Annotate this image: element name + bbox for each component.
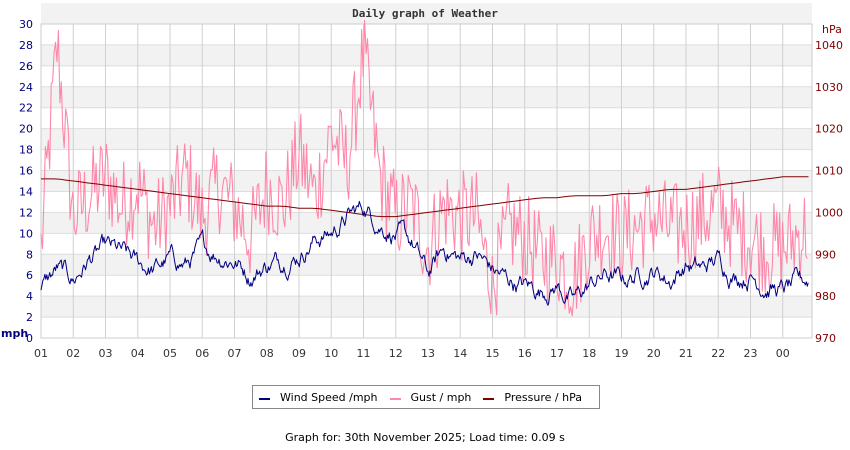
y-left-tick-label: 26 <box>19 60 33 73</box>
pressure-swatch-icon <box>483 398 495 400</box>
x-tick-label: 04 <box>131 347 145 360</box>
legend-item-wind-speed: Wind Speed /mph <box>259 391 378 404</box>
x-tick-label: 14 <box>453 347 467 360</box>
y-left-tick-label: 28 <box>19 39 33 52</box>
y-right-tick-label: 980 <box>815 290 836 303</box>
x-tick-label: 06 <box>195 347 209 360</box>
pressure-line <box>41 176 809 218</box>
y-left-tick-label: 8 <box>26 248 33 261</box>
y-left-tick-label: 22 <box>19 102 33 115</box>
y-right-tick-label: 970 <box>815 332 836 345</box>
wind-speed-swatch-icon <box>259 398 270 400</box>
x-tick-label: 10 <box>324 347 338 360</box>
y-right-tick-label: 1010 <box>815 165 843 178</box>
x-tick-label: 17 <box>550 347 564 360</box>
x-tick-label: 09 <box>292 347 306 360</box>
x-tick-label: 21 <box>679 347 693 360</box>
legend-label: Gust / mph <box>410 390 472 404</box>
x-tick-label: 16 <box>518 347 532 360</box>
legend: Wind Speed /mph Gust / mph Pressure / hP… <box>252 385 600 409</box>
x-tick-label: 23 <box>744 347 758 360</box>
y-left-tick-label: 30 <box>19 18 33 31</box>
y-left-tick-label: 0 <box>26 332 33 345</box>
x-tick-label: 18 <box>582 347 596 360</box>
x-tick-label: 19 <box>615 347 629 360</box>
y-axis-right-ticks: 970 980 990 1000 1010 1020 1030 1040 <box>815 39 843 345</box>
y-axis-right-unit: hPa <box>822 23 842 36</box>
x-tick-label: 15 <box>486 347 500 360</box>
gust-line <box>40 19 808 317</box>
x-tick-label: 05 <box>163 347 177 360</box>
footer-status: Graph for: 30th November 2025; Load time… <box>285 431 565 444</box>
x-tick-label: 01 <box>34 347 48 360</box>
x-tick-label: 13 <box>421 347 435 360</box>
x-tick-label: 08 <box>260 347 274 360</box>
y-right-tick-label: 1030 <box>815 81 843 94</box>
x-tick-label: 11 <box>357 347 371 360</box>
y-left-tick-label: 14 <box>19 185 33 198</box>
legend-label: Pressure / hPa <box>504 390 582 404</box>
y-left-tick-label: 10 <box>19 227 33 240</box>
y-left-tick-label: 20 <box>19 123 33 136</box>
x-tick-label: 12 <box>389 347 403 360</box>
legend-label: Wind Speed /mph <box>280 390 378 404</box>
y-left-tick-label: 24 <box>19 81 33 94</box>
y-left-tick-label: 16 <box>19 165 33 178</box>
plot-background-bands <box>41 3 812 338</box>
y-right-tick-label: 990 <box>815 248 836 261</box>
y-right-tick-label: 1000 <box>815 206 843 219</box>
x-axis-ticks: 01 02 03 04 05 06 07 08 09 10 11 12 13 14 15 16 17 18 19 20… <box>34 347 790 360</box>
x-tick-label: 02 <box>66 347 80 360</box>
y-right-tick-label: 1040 <box>815 39 843 52</box>
x-tick-label: 07 <box>228 347 242 360</box>
y-left-tick-label: 18 <box>19 144 33 157</box>
x-tick-label: 00 <box>776 347 790 360</box>
y-axis-left-unit: mph <box>1 327 28 340</box>
y-left-tick-label: 2 <box>26 311 33 324</box>
y-right-tick-label: 1020 <box>815 123 843 136</box>
wind-speed-line <box>40 200 809 306</box>
series-lines <box>40 19 809 317</box>
chart-title: Daily graph of Weather <box>352 7 498 20</box>
y-left-tick-label: 6 <box>26 269 33 282</box>
x-tick-label: 22 <box>711 347 725 360</box>
y-left-tick-label: 4 <box>26 290 33 303</box>
x-tick-label: 03 <box>99 347 113 360</box>
legend-item-pressure: Pressure / hPa <box>483 391 582 404</box>
gust-swatch-icon <box>389 398 401 400</box>
legend-item-gust: Gust / mph <box>389 390 472 404</box>
x-tick-label: 20 <box>647 347 661 360</box>
y-left-tick-label: 12 <box>19 206 33 219</box>
